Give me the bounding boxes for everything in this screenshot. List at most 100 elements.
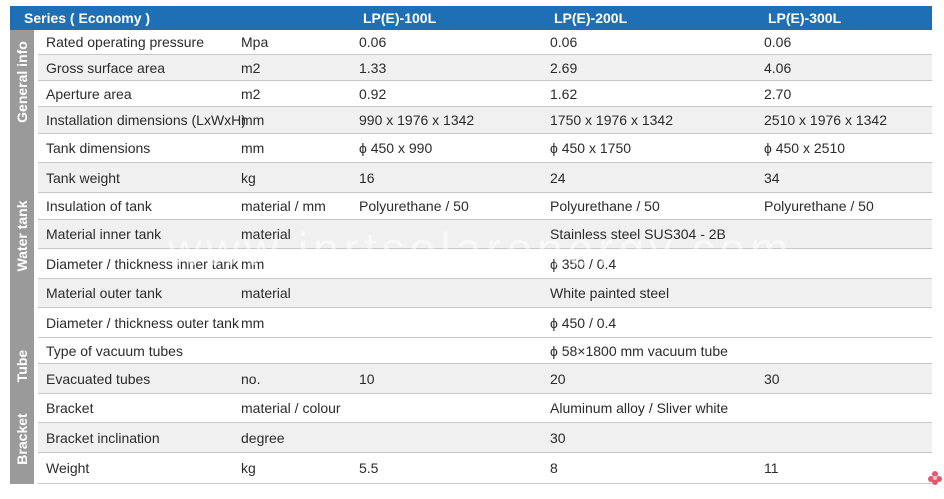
value-300l-cell: 11 [764, 460, 932, 476]
value-200l-cell: 2.69 [550, 60, 764, 76]
value-100l-cell: 5.5 [359, 460, 550, 476]
table-row: Diameter / thickness inner tank mm ϕ 350 /… [38, 249, 932, 279]
param-cell: Installation dimensions (LxWxH) [38, 112, 246, 128]
unit-cell-text: Mpa [241, 34, 269, 50]
table-row: Bracket inclination degree 30 [38, 423, 932, 453]
param-cell-text: Evacuated tubes [46, 370, 151, 387]
value-200l-cell-text: ϕ 450 / 0.4 [550, 314, 617, 331]
value-200l-cell: ϕ 450 / 0.4 [550, 315, 764, 331]
model-header-200l: LP(E)-200L [554, 10, 628, 26]
value-200l-cell-text: 30 [550, 429, 566, 446]
param-cell: Bracket [38, 400, 241, 416]
table-row: Tank weight kg 16 24 34 [38, 163, 932, 193]
table-row: Installation dimensions (LxWxH) mm 990 x 1… [38, 107, 932, 134]
param-cell: Gross surface area [38, 60, 241, 76]
unit-cell-text: mm [241, 314, 265, 331]
group-rows: Bracket material / colour Aluminum alloy /… [38, 394, 932, 484]
unit-cell-text: mm [241, 112, 265, 128]
value-200l-cell: Aluminum alloy / Sliver white [550, 400, 764, 416]
value-100l-cell-text: Polyurethane / 50 [359, 198, 469, 214]
param-cell: Tank weight [38, 170, 241, 186]
table-row: Type of vacuum tubes ϕ 58×1800 mm vacuum … [38, 338, 932, 364]
value-200l-cell-text: 1.62 [550, 85, 578, 102]
model-header-300l: LP(E)-300L [768, 10, 842, 26]
value-200l-cell: ϕ 58×1800 mm vacuum tube [550, 343, 764, 359]
param-cell-text: Tank dimensions [46, 140, 151, 156]
unit-cell-text: mm [241, 255, 265, 272]
group-label: General info [14, 41, 30, 123]
value-100l-cell: 10 [359, 371, 550, 387]
table-body: General info Rated operating pressure Mpa 0… [10, 30, 932, 484]
param-cell-text: Installation dimensions (LxWxH) [46, 112, 246, 128]
value-200l-cell-text: ϕ 450 x 1750 [550, 140, 632, 156]
value-200l-cell: 20 [550, 371, 764, 387]
value-200l-cell: White painted steel [550, 285, 764, 301]
unit-cell: mm [241, 315, 359, 331]
value-100l-cell: 0.92 [359, 86, 550, 102]
table-row: Insulation of tank material / mm Polyureth… [38, 193, 932, 220]
series-title: Series ( Economy ) [24, 10, 151, 26]
param-cell-text: Material outer tank [46, 285, 162, 301]
group-tube: Tube Type of vacuum tubes ϕ 58×1800 mm vac… [10, 338, 932, 394]
unit-cell-text: material [241, 226, 291, 242]
group-general-info: General info Rated operating pressure Mpa 0… [10, 30, 932, 134]
value-200l-cell: 1.62 [550, 86, 764, 102]
param-cell-text: Material inner tank [46, 226, 162, 242]
table-row: Weight kg 5.5 8 11 [38, 453, 932, 484]
table-row: Rated operating pressure Mpa 0.06 0.06 0.06 [38, 30, 932, 55]
table-row: Tank dimensions mm ϕ 450 x 990 ϕ 450 x 1750… [38, 134, 932, 163]
value-300l-cell-text: ϕ 450 x 2510 [764, 140, 846, 156]
param-cell-text: Gross surface area [46, 59, 166, 76]
group-label: Tube [14, 349, 30, 383]
value-100l-cell-text: 16 [359, 169, 375, 186]
value-100l-cell: 990 x 1976 x 1342 [359, 112, 550, 128]
value-100l-cell-text: 10 [359, 370, 375, 387]
table-header: Series ( Economy ) LP(E)-100L LP(E)-200L… [10, 6, 932, 30]
value-200l-cell-text: ϕ 58×1800 mm vacuum tube [550, 342, 728, 359]
unit-cell: mm [241, 112, 359, 128]
unit-cell: material [241, 226, 359, 242]
value-200l-cell: 8 [550, 460, 764, 476]
unit-cell: m2 [241, 86, 359, 102]
table-row: Diameter / thickness outer tank mm ϕ 450 /… [38, 308, 932, 338]
value-300l-cell: Polyurethane / 50 [764, 198, 932, 214]
param-cell-text: Insulation of tank [46, 198, 152, 214]
value-100l-cell: Polyurethane / 50 [359, 198, 550, 214]
group-label: Water tank [14, 200, 30, 272]
group-label-tab: Bracket [10, 394, 38, 484]
param-cell-text: Tank weight [46, 169, 120, 186]
group-rows: Tank dimensions mm ϕ 450 x 990 ϕ 450 x 1750… [38, 134, 932, 338]
value-200l-cell-text: 1750 x 1976 x 1342 [550, 112, 673, 128]
group-label: Bracket [14, 413, 30, 465]
value-300l-cell-text: 0.06 [764, 34, 792, 50]
value-200l-cell-text: White painted steel [550, 285, 670, 301]
param-cell: Material outer tank [38, 285, 241, 301]
unit-cell: degree [241, 430, 359, 446]
spec-table: Series ( Economy ) LP(E)-100L LP(E)-200L… [10, 6, 932, 484]
group-label-tab: Tube [10, 338, 38, 394]
value-200l-cell: 0.06 [550, 34, 764, 50]
param-cell: Diameter / thickness outer tank [38, 315, 241, 331]
table-row: Material outer tank material White painted… [38, 279, 932, 308]
value-200l-cell: 30 [550, 430, 764, 446]
group-bracket: Bracket Bracket material / colour Aluminum … [10, 394, 932, 484]
value-200l-cell-text: Aluminum alloy / Sliver white [550, 400, 729, 416]
value-200l-cell: ϕ 350 / 0.4 [550, 256, 764, 272]
table-row: Bracket material / colour Aluminum alloy /… [38, 394, 932, 423]
param-cell: Insulation of tank [38, 198, 241, 214]
value-200l-cell: 1750 x 1976 x 1342 [550, 112, 764, 128]
value-300l-cell: ϕ 450 x 2510 [764, 140, 932, 156]
unit-cell: Mpa [241, 34, 359, 50]
value-300l-cell-text: 34 [764, 169, 780, 186]
unit-cell-text: material / mm [241, 198, 326, 214]
value-100l-cell-text: 0.92 [359, 85, 387, 102]
param-cell: Weight [38, 460, 241, 476]
value-300l-cell-text: 11 [764, 460, 779, 476]
param-cell: Aperture area [38, 86, 241, 102]
value-200l-cell: ϕ 450 x 1750 [550, 140, 764, 156]
value-100l-cell: 0.06 [359, 34, 550, 50]
table-row: Gross surface area m2 1.33 2.69 4.06 [38, 55, 932, 81]
unit-cell-text: kg [241, 460, 256, 476]
value-200l-cell: 24 [550, 170, 764, 186]
param-cell: Tank dimensions [38, 140, 241, 156]
